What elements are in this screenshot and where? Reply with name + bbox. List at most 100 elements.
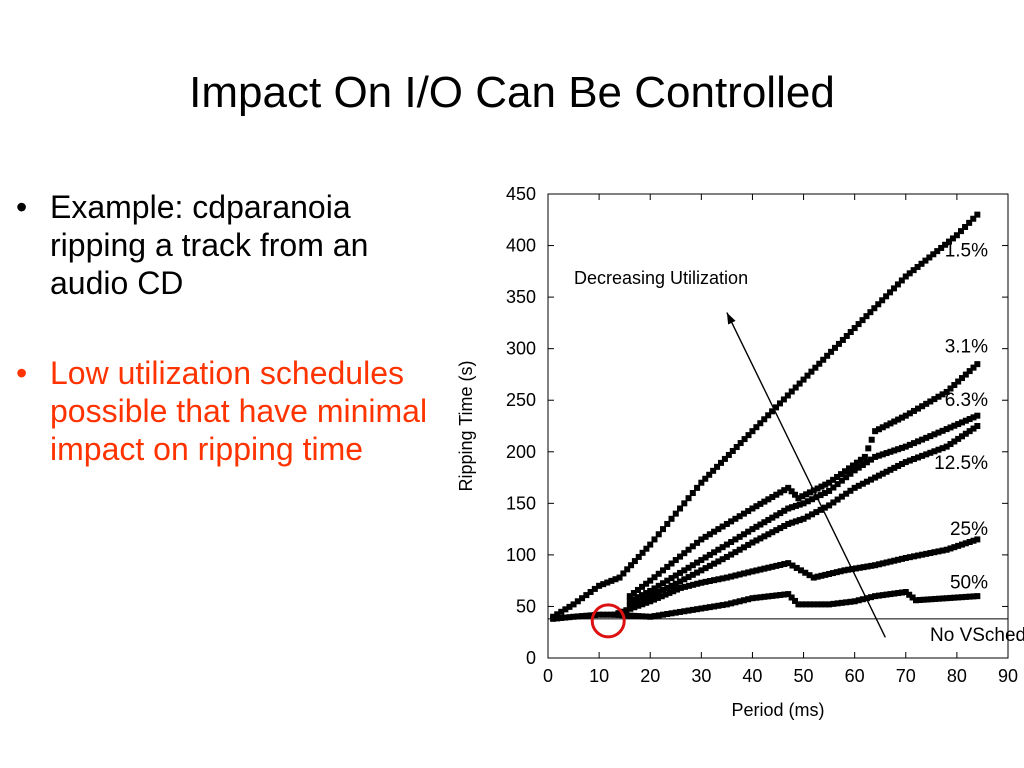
series-point bbox=[879, 470, 886, 477]
series-point bbox=[749, 428, 756, 435]
series-point bbox=[879, 592, 886, 599]
series-point bbox=[777, 510, 784, 517]
series-point bbox=[745, 508, 752, 515]
series-point bbox=[838, 493, 845, 500]
series-point bbox=[851, 467, 858, 474]
series-point bbox=[902, 443, 909, 450]
series-point bbox=[660, 526, 666, 533]
series-point bbox=[702, 578, 709, 585]
series-point bbox=[651, 585, 658, 592]
series-point bbox=[616, 574, 623, 581]
series-point bbox=[959, 419, 965, 426]
series-point bbox=[689, 606, 696, 613]
series-point bbox=[719, 575, 726, 582]
series-point bbox=[962, 371, 969, 378]
series-point bbox=[600, 581, 607, 588]
series-point bbox=[711, 577, 718, 584]
series-point bbox=[883, 559, 890, 566]
series-point bbox=[813, 509, 820, 516]
series-point bbox=[868, 594, 875, 601]
series-point bbox=[974, 423, 981, 429]
series-point bbox=[902, 412, 909, 419]
series-point bbox=[715, 526, 722, 533]
series-point bbox=[639, 583, 646, 590]
series-point bbox=[894, 281, 901, 288]
series-point bbox=[627, 612, 634, 619]
series-point bbox=[725, 451, 732, 458]
series-point bbox=[773, 562, 780, 569]
series-point bbox=[685, 495, 692, 502]
series-point bbox=[931, 549, 938, 556]
series-point bbox=[923, 400, 930, 407]
series-point bbox=[910, 267, 917, 274]
series-point bbox=[753, 537, 760, 544]
series-point bbox=[792, 597, 799, 604]
series-point bbox=[757, 521, 764, 528]
series-point bbox=[814, 485, 821, 492]
series-point bbox=[655, 582, 662, 589]
series-point bbox=[826, 487, 833, 494]
series-point bbox=[872, 562, 879, 569]
series-point bbox=[651, 574, 658, 581]
series-point bbox=[647, 577, 654, 584]
series-point bbox=[851, 598, 858, 605]
series-point bbox=[624, 566, 631, 573]
series-point bbox=[962, 593, 969, 600]
series-point bbox=[677, 608, 684, 615]
series-point bbox=[939, 445, 946, 452]
series-point bbox=[793, 564, 800, 571]
series-point bbox=[728, 573, 735, 580]
series-point bbox=[898, 461, 905, 468]
series-point bbox=[951, 382, 958, 389]
series-point bbox=[574, 598, 581, 605]
series-point bbox=[761, 593, 768, 600]
series-point bbox=[915, 405, 922, 412]
series-point bbox=[626, 593, 633, 600]
series-point bbox=[883, 591, 890, 598]
series-point bbox=[689, 490, 696, 497]
series-point bbox=[863, 478, 870, 485]
series-point bbox=[867, 309, 874, 316]
series-point bbox=[677, 553, 684, 560]
x-tick-label: 30 bbox=[691, 666, 711, 686]
series-point bbox=[864, 563, 871, 570]
series-point bbox=[875, 426, 882, 433]
series-point bbox=[855, 321, 862, 328]
series-label: 12.5% bbox=[934, 453, 988, 474]
series-point bbox=[923, 550, 930, 557]
series-point bbox=[809, 496, 816, 503]
series-point bbox=[803, 601, 810, 608]
series-point bbox=[651, 536, 658, 543]
series-point bbox=[668, 515, 675, 522]
series-point bbox=[651, 596, 658, 603]
series-point bbox=[664, 611, 671, 618]
series-point bbox=[796, 517, 803, 524]
series-point bbox=[749, 595, 756, 602]
series-point bbox=[895, 416, 902, 423]
series-point bbox=[788, 388, 795, 395]
series-point bbox=[879, 560, 886, 567]
series-point bbox=[702, 565, 709, 572]
series-point bbox=[920, 596, 927, 603]
plot-frame bbox=[547, 193, 1009, 659]
series-point bbox=[916, 597, 923, 603]
series-point bbox=[587, 612, 594, 619]
series-point bbox=[868, 476, 875, 483]
series-point bbox=[966, 428, 973, 435]
series-point bbox=[769, 514, 776, 521]
series-point bbox=[839, 336, 846, 343]
x-tick-label: 70 bbox=[896, 666, 916, 686]
series-point bbox=[765, 516, 772, 523]
series-point bbox=[845, 566, 852, 573]
series-point bbox=[872, 474, 879, 481]
series-point bbox=[910, 455, 917, 462]
series-point bbox=[753, 567, 760, 574]
series-point bbox=[796, 380, 803, 387]
series-point bbox=[668, 610, 675, 617]
series-point bbox=[711, 549, 718, 556]
series-point bbox=[935, 548, 942, 555]
series-point bbox=[706, 531, 713, 538]
series-label: 50% bbox=[950, 573, 988, 594]
series-point bbox=[660, 580, 666, 587]
series-point bbox=[804, 513, 811, 520]
